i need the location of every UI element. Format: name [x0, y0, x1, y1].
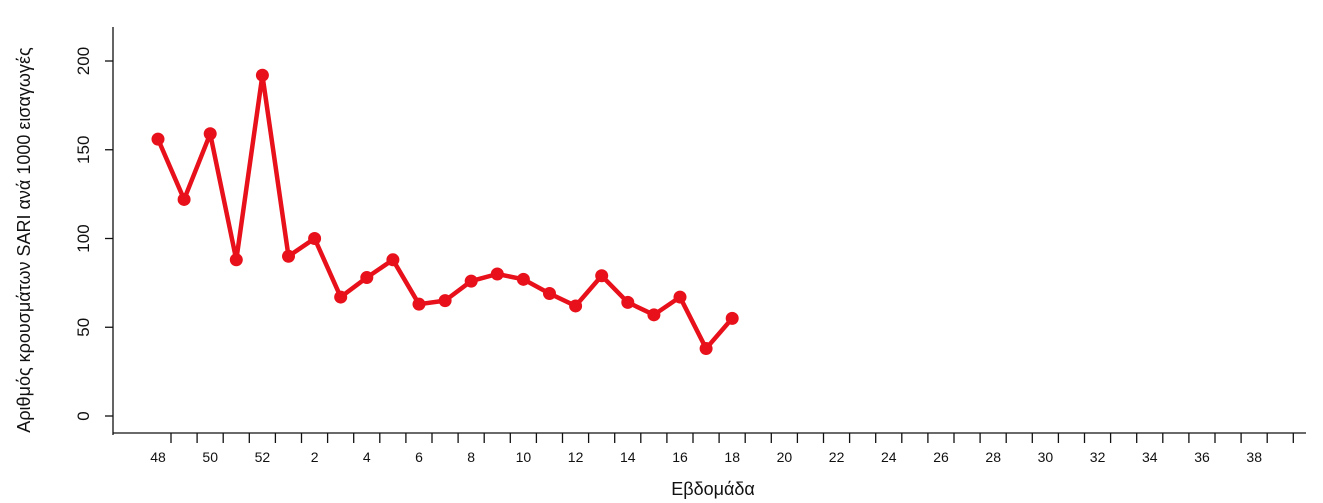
x-tick-label: 18 [724, 449, 740, 465]
data-point [386, 253, 400, 267]
x-tick-label: 30 [1038, 449, 1054, 465]
x-tick-label: 36 [1194, 449, 1210, 465]
x-tick-label: 50 [202, 449, 218, 465]
y-axis: 0 50 100 150 200 [74, 27, 114, 435]
y-axis-title: Αριθμός κρουσμάτων SARI ανά 1000 εισαγωγ… [14, 47, 34, 433]
data-point [699, 342, 713, 356]
data-point [438, 294, 452, 308]
x-axis: 48 50 52 2 4 6 8 10 12 14 16 18 20 22 24 26 28 30 32 34 36 38 [113, 432, 1306, 465]
data-point [255, 68, 269, 82]
x-tick-label: 20 [777, 449, 793, 465]
data-point [647, 308, 661, 322]
data-point [569, 299, 583, 313]
data-point [282, 249, 295, 263]
data-point [621, 295, 635, 309]
data-point [725, 311, 739, 325]
y-tick-label: 100 [74, 224, 93, 252]
data-point [177, 192, 191, 206]
data-point [334, 290, 348, 304]
x-tick-label: 52 [255, 449, 271, 465]
x-tick-label: 14 [620, 449, 636, 465]
data-point [595, 269, 609, 283]
x-axis-title: Εβδομάδα [671, 479, 755, 499]
x-tick-label: 34 [1142, 449, 1158, 465]
x-tick-label: 24 [881, 449, 897, 465]
y-tick-label: 50 [74, 318, 93, 337]
data-point [543, 287, 556, 301]
x-tick-label: 4 [363, 449, 371, 465]
data-point [464, 274, 478, 288]
data-point [203, 127, 217, 141]
x-tick-label: 38 [1246, 449, 1262, 465]
x-tick-label: 28 [985, 449, 1001, 465]
y-tick-label: 200 [74, 47, 93, 75]
x-tick-label: 48 [150, 449, 166, 465]
x-tick-label: 6 [415, 449, 423, 465]
data-point [490, 267, 504, 281]
series-layer [151, 68, 739, 356]
data-point [516, 272, 530, 286]
data-point [412, 297, 426, 311]
y-tick-label: 150 [74, 136, 93, 164]
data-point [229, 253, 243, 267]
data-point [360, 271, 374, 285]
data-point [308, 232, 322, 245]
x-tick-label: 16 [672, 449, 688, 465]
x-tick-label: 2 [311, 449, 319, 465]
x-tick-label: 22 [829, 449, 845, 465]
data-point [151, 132, 165, 146]
x-tick-label: 32 [1090, 449, 1106, 465]
series-line [155, 72, 735, 351]
data-point [673, 290, 687, 304]
x-tick-label: 26 [933, 449, 949, 465]
y-tick-label: 0 [74, 411, 93, 420]
x-tick-label: 12 [568, 449, 584, 465]
x-tick-label: 8 [467, 449, 475, 465]
x-tick-label: 10 [516, 449, 532, 465]
